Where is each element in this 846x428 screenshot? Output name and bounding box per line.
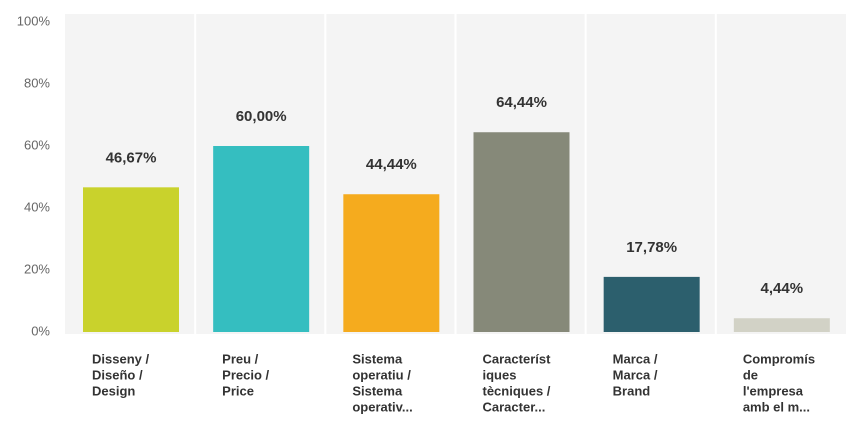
x-tick-label: Disseny / bbox=[92, 351, 149, 366]
bar bbox=[603, 276, 700, 332]
x-tick-label: Sistema bbox=[352, 383, 403, 398]
x-tick-label: Sistema bbox=[352, 351, 403, 366]
value-label: 44,44% bbox=[366, 156, 417, 173]
bar bbox=[733, 318, 830, 332]
bar bbox=[473, 132, 570, 332]
x-tick-label: l'empresa bbox=[743, 383, 804, 398]
value-label: 17,78% bbox=[626, 239, 677, 256]
x-tick-label: operatiu / bbox=[352, 367, 411, 382]
bar bbox=[83, 187, 179, 332]
x-tick-label: Compromís bbox=[743, 351, 815, 366]
bar bbox=[213, 146, 310, 332]
y-tick-label: 40% bbox=[24, 199, 50, 214]
x-tick-label: Característ bbox=[483, 351, 552, 366]
value-label: 60,00% bbox=[236, 108, 287, 125]
bar bbox=[343, 194, 440, 332]
value-label: 46,67% bbox=[106, 149, 157, 166]
x-tick-label: Price bbox=[222, 383, 254, 398]
value-label: 4,44% bbox=[761, 280, 804, 297]
x-tick-label: Caracter... bbox=[483, 399, 546, 414]
x-tick-label: de bbox=[743, 367, 758, 382]
x-tick-label: iques bbox=[483, 367, 517, 382]
x-tick-label: Marca / bbox=[613, 367, 658, 382]
value-label: 64,44% bbox=[496, 94, 547, 111]
y-tick-label: 100% bbox=[17, 13, 51, 28]
x-tick-label: Brand bbox=[613, 383, 651, 398]
y-tick-label: 20% bbox=[24, 261, 50, 276]
x-tick-label: operativ... bbox=[352, 399, 412, 414]
x-tick-label: tècniques / bbox=[483, 383, 551, 398]
y-tick-label: 60% bbox=[24, 137, 50, 152]
x-tick-label: Diseño / bbox=[92, 367, 143, 382]
x-tick-label: Design bbox=[92, 383, 135, 398]
y-tick-label: 80% bbox=[24, 75, 50, 90]
x-tick-label: Marca / bbox=[613, 351, 658, 366]
x-tick-label: Preu / bbox=[222, 351, 259, 366]
y-tick-label: 0% bbox=[31, 323, 50, 338]
x-tick-label: amb el m... bbox=[743, 399, 810, 414]
x-tick-label: Precio / bbox=[222, 367, 269, 382]
